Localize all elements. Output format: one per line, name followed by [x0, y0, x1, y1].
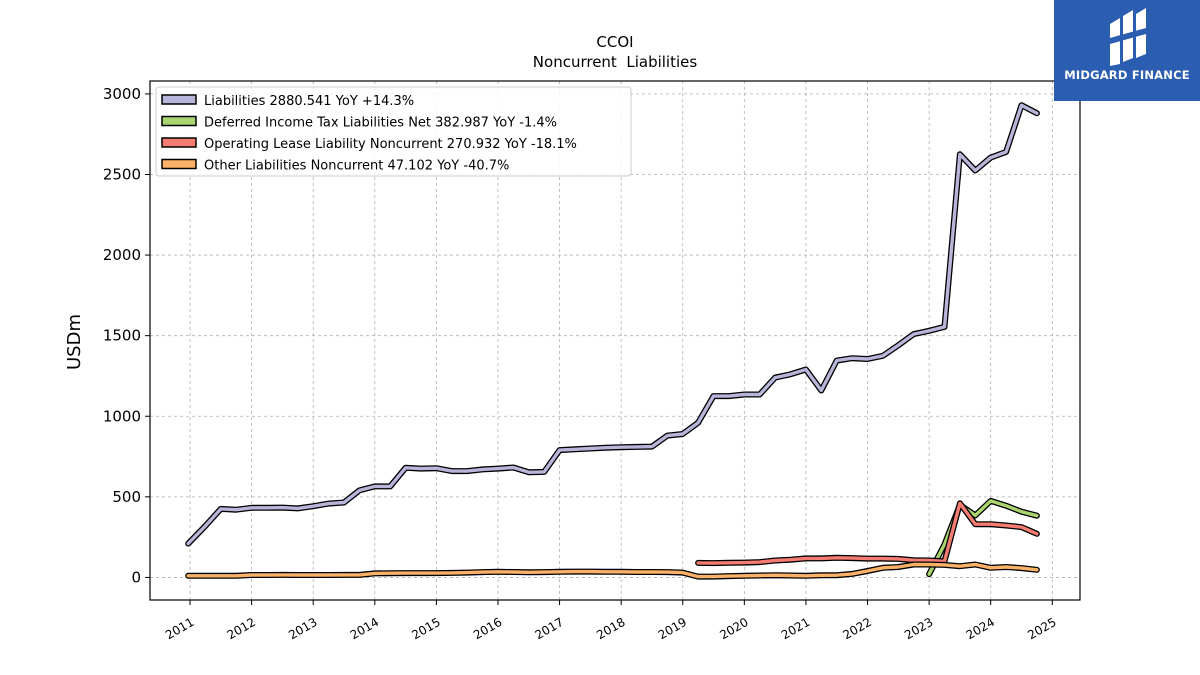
x-tick-label: 2014 [348, 615, 381, 642]
y-tick-label: 500 [112, 488, 141, 506]
x-tick-label: 2015 [409, 615, 442, 642]
series-layer [185, 102, 1040, 580]
legend-label: Liabilities 2880.541 YoY +14.3% [204, 94, 414, 109]
series-line [696, 501, 1039, 565]
legend-label: Deferred Income Tax Liabilities Net 382.… [204, 116, 557, 131]
brand-logo: MIDGARD FINANCE [1054, 0, 1200, 101]
x-tick-label: 2018 [594, 615, 627, 642]
x-tick-label: 2011 [163, 615, 196, 642]
x-tick-label: 2020 [717, 615, 750, 642]
x-axis: 2011 2012 2013 2014 2015 2016 2017 2018 2019 2020… [163, 600, 1059, 642]
legend-swatch [161, 94, 197, 105]
series-line [927, 499, 1039, 576]
legend-label: Operating Lease Liability Noncurrent 270… [204, 137, 577, 152]
x-tick-label: 2016 [471, 615, 504, 642]
x-tick-label: 2023 [902, 615, 935, 642]
y-tick-label: 1500 [103, 327, 141, 345]
legend-swatch [161, 115, 197, 127]
x-tick-label: 2021 [779, 615, 812, 642]
y-tick-label: 2000 [103, 246, 141, 264]
brand-mark-icon [1110, 8, 1146, 66]
plot-frame [149, 80, 1081, 601]
x-tick-label: 2012 [225, 615, 258, 642]
y-tick-label: 0 [131, 568, 141, 586]
chart-subtitle: Noncurrent Liabilities [533, 53, 698, 71]
legend-box [155, 86, 632, 177]
series-0 [185, 102, 1040, 547]
y-axis: 0 500 1000 1500 2000 2500 3000 [103, 85, 150, 586]
x-tick-label: 2019 [656, 615, 689, 642]
x-tick-label: 2017 [533, 615, 566, 642]
series-2 [695, 500, 1040, 567]
series-line [186, 103, 1039, 546]
x-tick-label: 2013 [286, 615, 319, 642]
x-tick-label: 2024 [964, 615, 997, 642]
y-axis-label: USDm [64, 314, 85, 370]
series-1 [926, 497, 1040, 578]
x-tick-label: 2025 [1025, 615, 1058, 642]
y-tick-label: 3000 [103, 85, 141, 103]
legend: Liabilities 2880.541 YoY +14.3% Deferred … [155, 86, 632, 177]
y-tick-label: 2500 [103, 165, 141, 183]
legend-swatch [161, 158, 197, 170]
chart-title: CCOI [596, 33, 633, 51]
series-3 [185, 561, 1040, 580]
y-tick-label: 1000 [103, 407, 141, 425]
x-tick-label: 2022 [841, 615, 874, 642]
brand-name: MIDGARD FINANCE [1064, 68, 1190, 82]
legend-label: Other Liabilities Noncurrent 47.102 YoY … [204, 159, 509, 174]
series-line [186, 562, 1039, 579]
legend-swatch [161, 137, 197, 148]
